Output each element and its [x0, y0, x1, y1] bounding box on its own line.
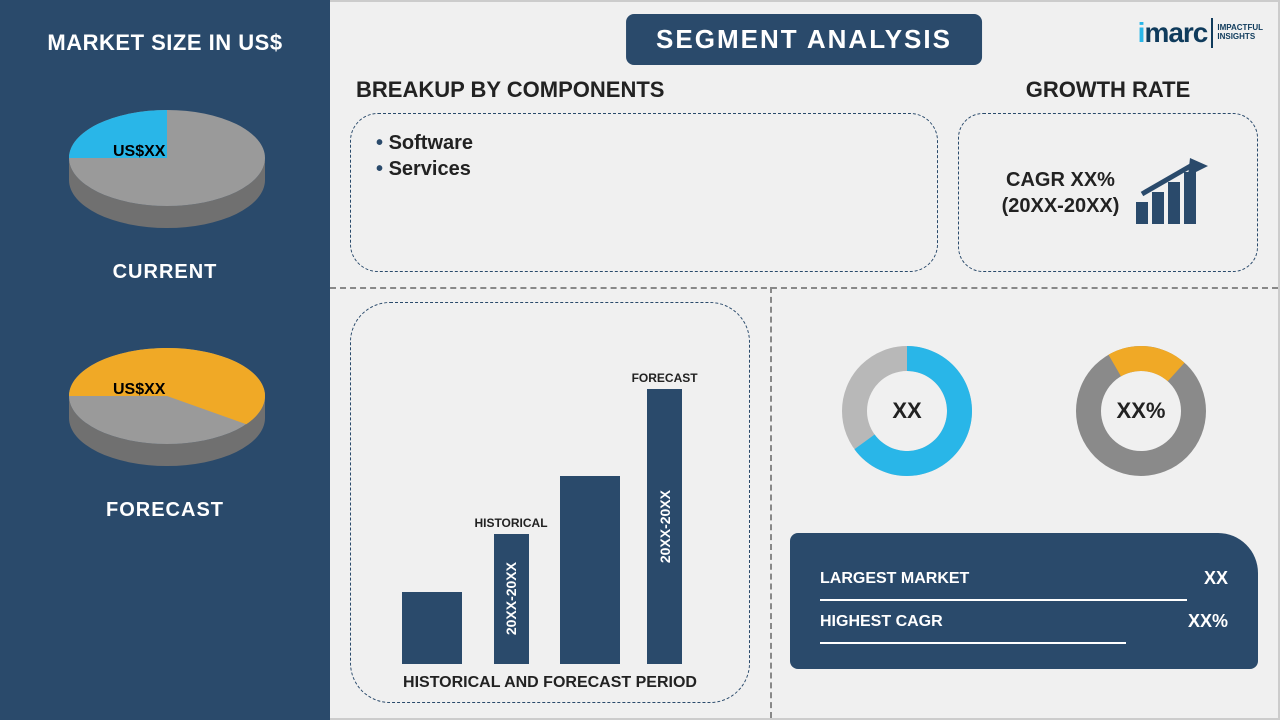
logo-text: imarc [1138, 17, 1208, 49]
market-pie: US$XX CURRENT [55, 96, 275, 284]
breakup-panel: BREAKUP BY COMPONENTS Software Services [350, 77, 938, 272]
growth-chart-icon [1134, 158, 1214, 228]
info-value: XX [1204, 568, 1228, 589]
logo-divider [1211, 18, 1213, 48]
donut-chart: XX [832, 336, 982, 486]
info-box: LARGEST MARKET XX HIGHEST CAGR XX% [790, 533, 1258, 669]
breakup-item: Software [376, 132, 912, 155]
info-value: XX% [1188, 611, 1228, 632]
horizontal-divider [330, 287, 1278, 289]
bar-inner-text: 20XX-20XX [503, 562, 519, 635]
pie-label: FORECAST [106, 499, 224, 522]
bar-column: HISTORICAL 20XX-20XX [474, 516, 547, 665]
bar-column [560, 476, 620, 665]
historical-panel: HISTORICAL 20XX-20XX FORECAST 20XX-20XX HIS… [350, 302, 750, 703]
market-pie: US$XX FORECAST [55, 334, 275, 522]
svg-text:US$XX: US$XX [113, 381, 166, 398]
historical-bar-chart: HISTORICAL 20XX-20XX FORECAST 20XX-20XX [371, 323, 729, 664]
breakup-item: Services [376, 158, 912, 181]
brand-logo: imarc IMPACTFULINSIGHTS [1138, 17, 1263, 49]
info-label: LARGEST MARKET [820, 570, 969, 588]
info-line [820, 642, 1126, 644]
main-panel: SEGMENT ANALYSIS imarc IMPACTFULINSIGHTS… [330, 0, 1280, 720]
bar-column: FORECAST 20XX-20XX [632, 371, 698, 665]
metrics-panel: XX XX% LARGEST MARKET XX HIGHEST CAGR XX% [790, 302, 1258, 703]
donut-chart: XX% [1066, 336, 1216, 486]
growth-box: CAGR XX%(20XX-20XX) [958, 113, 1258, 272]
vertical-divider [770, 287, 772, 718]
donut-value: XX [892, 398, 921, 424]
info-label: HIGHEST CAGR [820, 613, 943, 631]
growth-panel: GROWTH RATE CAGR XX%(20XX-20XX) [958, 77, 1258, 272]
pie-label: CURRENT [113, 261, 218, 284]
bar-top-label: FORECAST [632, 371, 698, 385]
growth-title: GROWTH RATE [958, 77, 1258, 103]
info-row: HIGHEST CAGR XX% [820, 611, 1228, 644]
bar-inner-text: 20XX-20XX [657, 490, 673, 563]
breakup-list-box: Software Services [350, 113, 938, 272]
logo-tagline: IMPACTFULINSIGHTS [1217, 24, 1263, 42]
growth-text: CAGR XX%(20XX-20XX) [1002, 167, 1120, 219]
bar [402, 592, 462, 665]
svg-text:US$XX: US$XX [113, 143, 166, 160]
breakup-title: BREAKUP BY COMPONENTS [356, 77, 938, 103]
bar [560, 476, 620, 665]
sidebar-title: MARKET SIZE IN US$ [47, 30, 282, 56]
bar: 20XX-20XX [647, 389, 682, 665]
historical-caption: HISTORICAL AND FORECAST PERIOD [371, 674, 729, 692]
page-title: SEGMENT ANALYSIS [626, 14, 982, 65]
bar: 20XX-20XX [494, 534, 529, 665]
sidebar: MARKET SIZE IN US$ US$XX CURRENT US$XX FORE… [0, 0, 330, 720]
info-row: LARGEST MARKET XX [820, 568, 1228, 601]
donut-row: XX XX% [790, 336, 1258, 486]
info-line [820, 599, 1187, 601]
bar-top-label: HISTORICAL [474, 516, 547, 530]
donut-value: XX% [1117, 398, 1166, 424]
bar-column [402, 592, 462, 665]
